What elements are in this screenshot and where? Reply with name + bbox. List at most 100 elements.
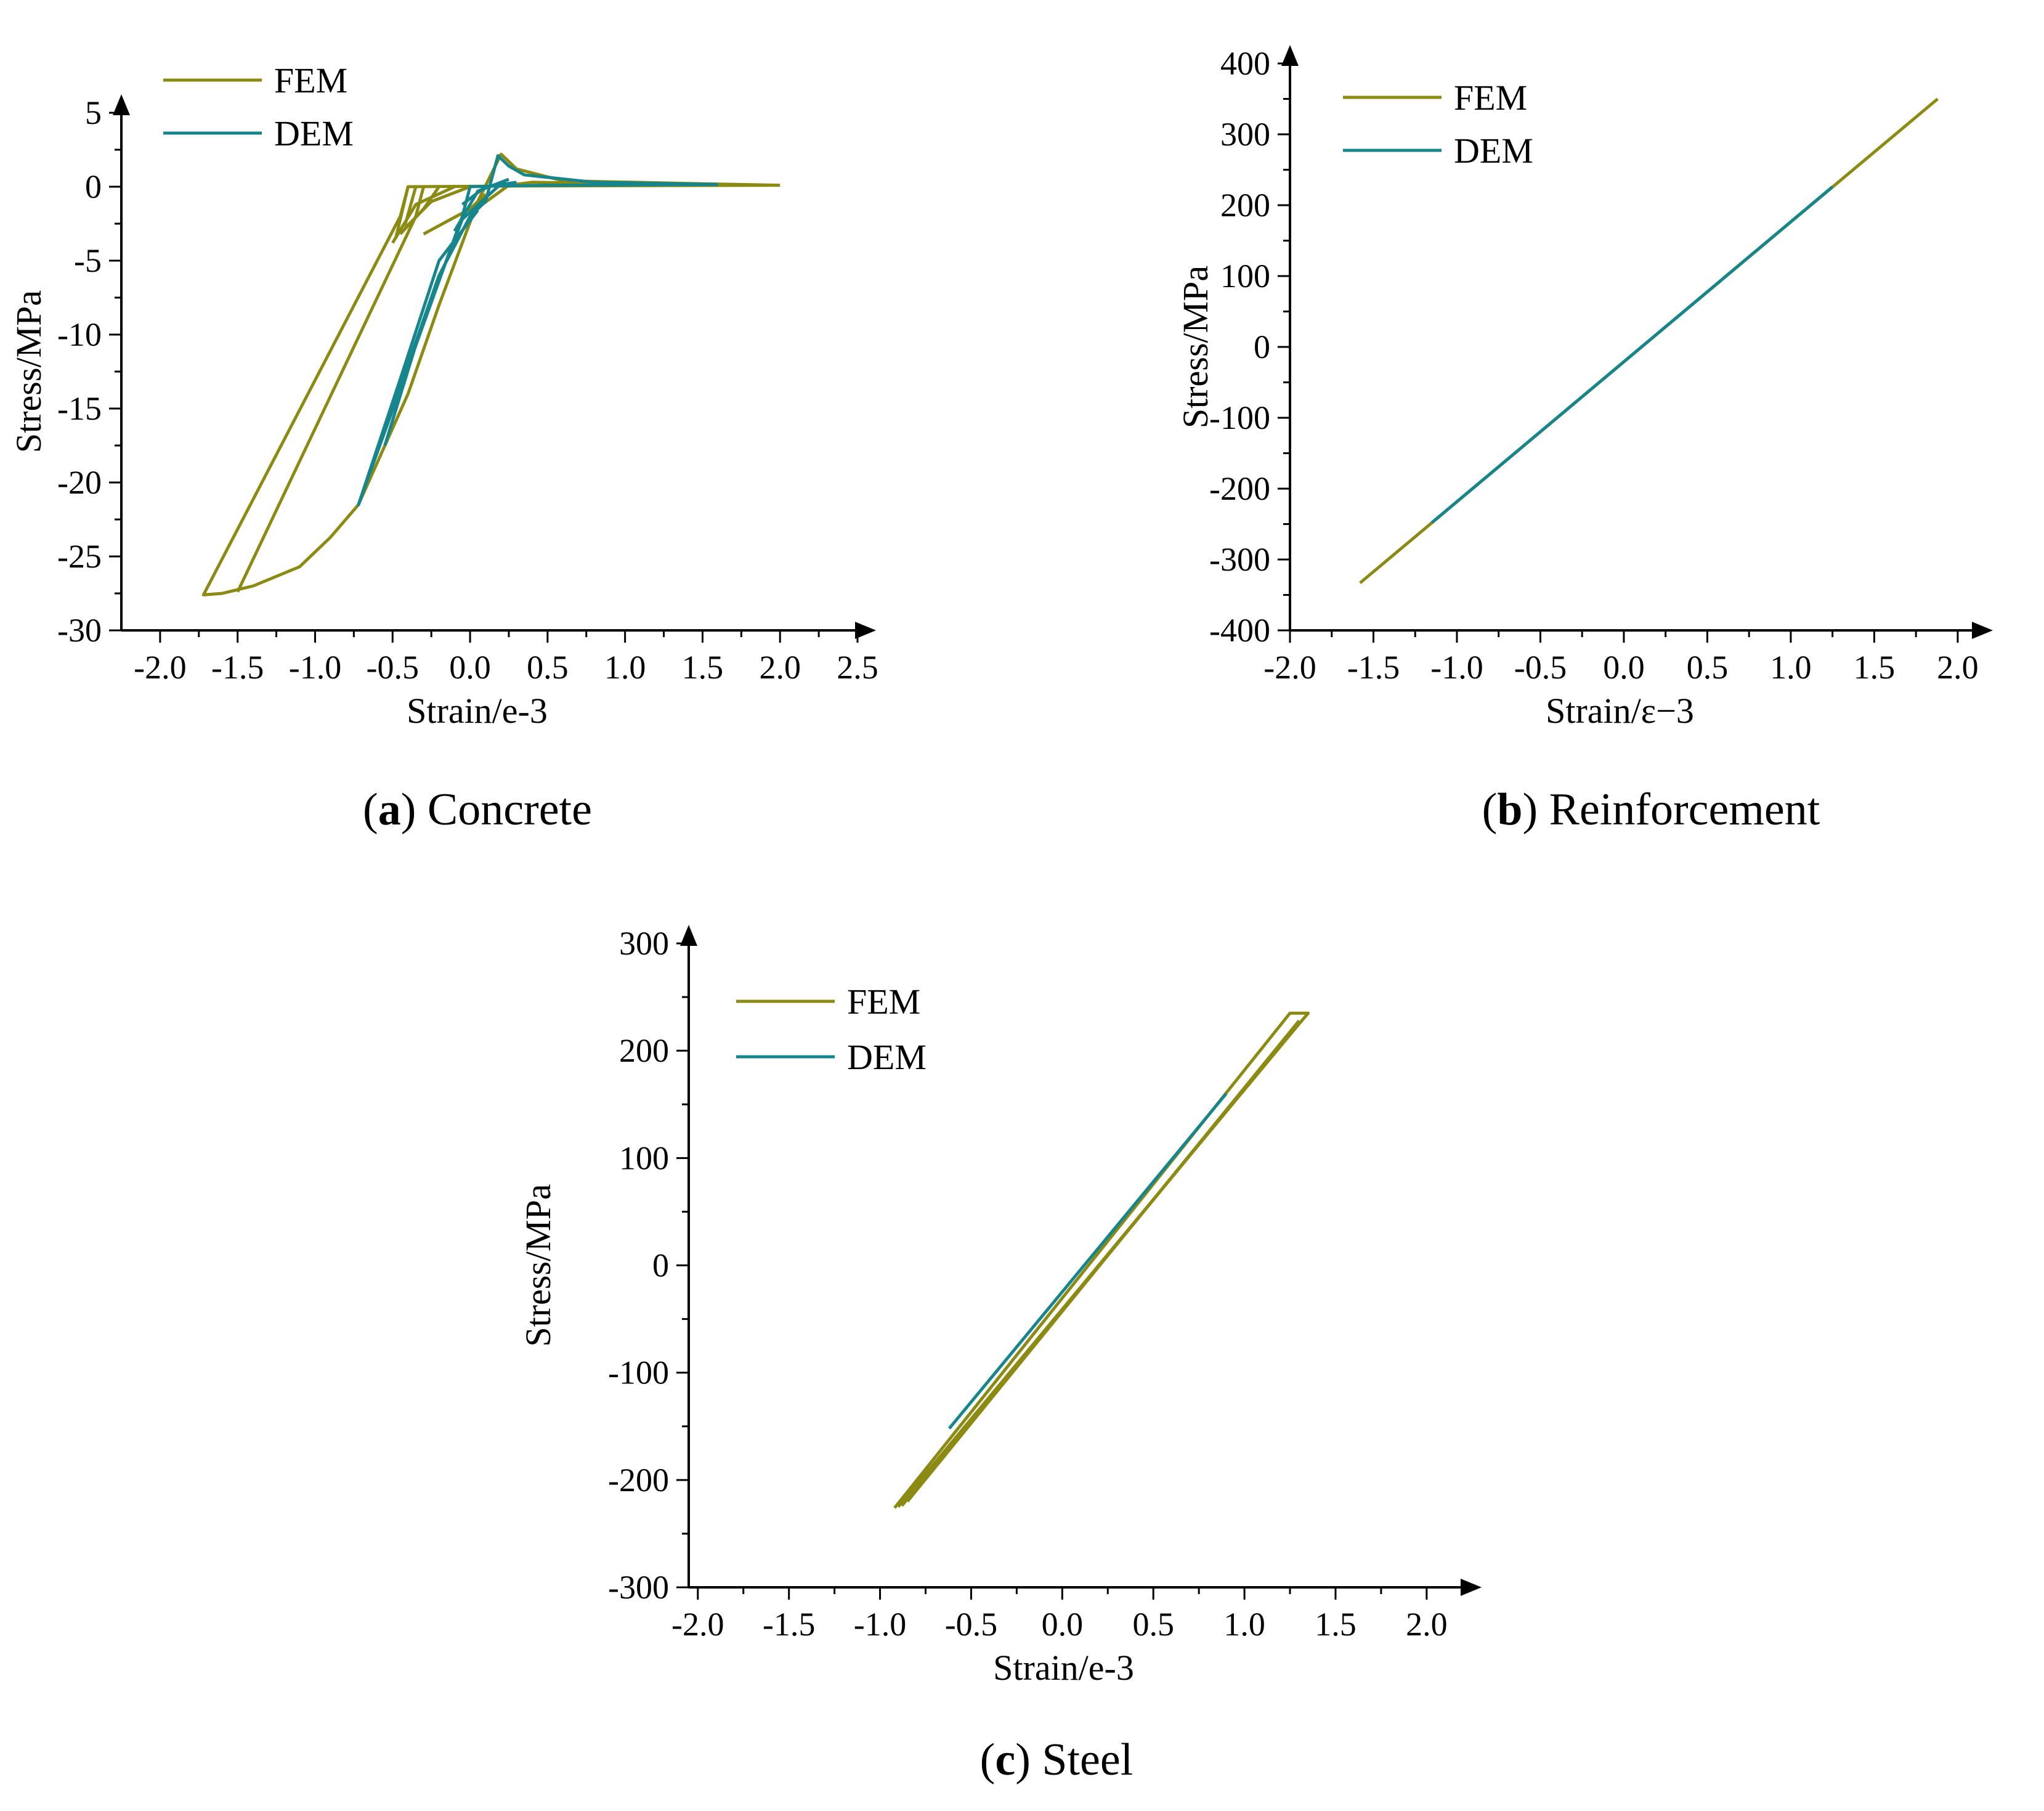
y-tick-label: 0 <box>1254 328 1270 365</box>
legend-dem-label: DEM <box>1454 131 1533 171</box>
x-tick-label: 2.0 <box>759 649 801 686</box>
series-dem-line <box>1430 185 1834 524</box>
series-fem-line <box>906 1019 1300 1503</box>
caption-letter: a <box>378 784 401 835</box>
y-tick-label: -300 <box>608 1569 669 1606</box>
x-tick-label: -0.5 <box>945 1606 997 1643</box>
caption-paren-close: ) <box>1522 784 1549 835</box>
x-tick-label: 2.0 <box>1406 1606 1448 1643</box>
chart-panel-c: -2.0 -1.5 -1.0 -0.5 0.0 0.5 1.0 1.5 2.0 -300 -200 -… <box>518 925 1482 1785</box>
caption-letter: b <box>1497 784 1522 835</box>
x-tick-label: 0.5 <box>527 649 569 686</box>
caption-paren-close: ) <box>1015 1735 1042 1785</box>
series-fem-line <box>391 185 455 244</box>
x-tick-label: -1.0 <box>1430 649 1483 686</box>
y-tick-label: 300 <box>1220 116 1270 153</box>
series-fem-line <box>403 186 418 226</box>
y-axis-arrow <box>113 94 130 115</box>
chart-panel-a: -2.0 -1.5 -1.0 -0.5 0.0 0.5 1.0 1.5 2.0 2.5 -30 -25… <box>9 60 878 835</box>
x-tick-label: 1.5 <box>682 649 724 686</box>
y-tick-label: 200 <box>1220 187 1270 224</box>
x-axis-label: Strain/ε−3 <box>1546 691 1694 731</box>
y-tick-label: 0 <box>85 168 102 205</box>
y-tick-label: -200 <box>1209 470 1270 507</box>
x-axis-label: Strain/e-3 <box>407 691 548 731</box>
y-tick-label: -400 <box>1209 612 1270 649</box>
series-dem-line <box>947 1093 1228 1430</box>
x-tick-label: 0.0 <box>1603 649 1645 686</box>
series-fem-line <box>394 186 410 239</box>
legend-dem-label: DEM <box>847 1037 927 1077</box>
x-tick-label: 0.5 <box>1687 649 1729 686</box>
y-tick-label: 5 <box>85 94 102 131</box>
x-tick-label: 1.0 <box>604 649 646 686</box>
legend-dem-label: DEM <box>274 113 354 153</box>
y-tick-label: 200 <box>619 1032 669 1069</box>
chart-panel-b: -2.0 -1.5 -1.0 -0.5 0.0 0.5 1.0 1.5 2.0 -400 -300 -… <box>1175 45 1993 835</box>
x-tick-label: 1.5 <box>1854 649 1896 686</box>
series-fem-line <box>423 193 487 235</box>
y-tick-label: 300 <box>619 925 669 962</box>
caption-paren-open: ( <box>363 784 378 835</box>
x-tick-label: 1.5 <box>1315 1606 1357 1643</box>
y-tick-label: -100 <box>1209 399 1270 436</box>
x-tick-label: 0.0 <box>1042 1606 1084 1643</box>
y-tick-label: 100 <box>619 1139 669 1176</box>
series-fem-line <box>404 185 471 229</box>
x-tick-label: -0.5 <box>1514 649 1567 686</box>
x-tick-label: -1.0 <box>854 1606 906 1643</box>
caption-paren-open: ( <box>980 1735 996 1785</box>
x-axis-label: Strain/e-3 <box>993 1648 1134 1688</box>
x-axis-arrow <box>1972 622 1993 639</box>
legend-fem-label: FEM <box>847 982 920 1022</box>
x-axis-arrow <box>855 622 876 639</box>
x-tick-label: 0.0 <box>449 649 491 686</box>
y-tick-label: -200 <box>608 1462 669 1499</box>
series-dem-line <box>357 209 479 505</box>
y-axis-label: Stress/MPa <box>518 1184 558 1346</box>
x-tick-label: -2.0 <box>1263 649 1316 686</box>
y-tick-label: -300 <box>1209 541 1270 578</box>
series-fem-line <box>201 152 781 596</box>
caption-letter: c <box>995 1735 1015 1785</box>
x-tick-label: 2.0 <box>1937 649 1979 686</box>
caption-text: Concrete <box>428 784 592 835</box>
y-tick-label: -15 <box>57 390 102 427</box>
y-tick-label: -20 <box>57 464 102 501</box>
x-tick-label: -0.5 <box>367 649 419 686</box>
y-tick-label: -25 <box>57 538 102 575</box>
x-tick-label: -1.5 <box>763 1606 815 1643</box>
y-tick-label: -10 <box>57 316 102 353</box>
panel-caption: (a) Concrete <box>363 784 592 835</box>
x-tick-label: 2.5 <box>837 649 878 686</box>
x-tick-label: -2.0 <box>671 1606 724 1643</box>
y-tick-label: -100 <box>608 1354 669 1391</box>
series-fem-line <box>469 181 625 215</box>
caption-text: Reinforcement <box>1549 784 1820 835</box>
y-tick-label: -5 <box>74 242 102 279</box>
legend-fem-label: FEM <box>274 60 347 100</box>
x-tick-label: -1.5 <box>1347 649 1400 686</box>
y-axis-label: Stress/MPa <box>1175 266 1215 428</box>
x-tick-label: 1.0 <box>1223 1606 1265 1643</box>
series-dem-line <box>383 182 503 446</box>
series-dem-line <box>461 181 517 206</box>
panel-caption: (c) Steel <box>980 1735 1134 1785</box>
x-tick-label: -2.0 <box>134 649 186 686</box>
y-tick-label: 100 <box>1220 258 1270 295</box>
caption-paren-open: ( <box>1482 784 1498 835</box>
y-tick-label: 400 <box>1220 45 1270 82</box>
caption-paren-close: ) <box>401 784 428 835</box>
y-tick-label: -30 <box>57 612 102 649</box>
x-tick-label: 0.5 <box>1132 1606 1174 1643</box>
x-tick-label: 1.0 <box>1770 649 1812 686</box>
y-axis-arrow <box>1281 45 1299 66</box>
y-tick-label: 0 <box>652 1247 669 1284</box>
y-axis-label: Stress/MPa <box>9 290 49 453</box>
x-axis-arrow <box>1461 1579 1482 1596</box>
legend-fem-label: FEM <box>1454 78 1527 118</box>
x-tick-label: -1.5 <box>211 649 264 686</box>
y-axis-arrow <box>680 925 697 946</box>
